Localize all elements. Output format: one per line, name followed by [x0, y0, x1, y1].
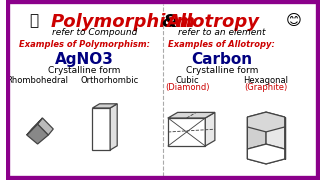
Polygon shape: [168, 112, 215, 118]
Text: (Diamond): (Diamond): [165, 83, 210, 92]
Polygon shape: [168, 118, 205, 146]
Polygon shape: [247, 127, 266, 164]
Text: Examples of Polymorphism:: Examples of Polymorphism:: [19, 40, 150, 49]
Text: Carbon: Carbon: [191, 52, 252, 67]
Polygon shape: [247, 112, 285, 132]
Text: Crystalline form: Crystalline form: [48, 66, 121, 75]
Text: (Graphite): (Graphite): [244, 83, 288, 92]
Polygon shape: [27, 124, 48, 144]
Polygon shape: [247, 112, 266, 149]
Polygon shape: [266, 112, 285, 149]
Polygon shape: [92, 104, 117, 108]
Text: AgNO3: AgNO3: [55, 52, 114, 67]
Polygon shape: [266, 127, 285, 164]
Text: Cubic: Cubic: [176, 76, 199, 85]
Polygon shape: [27, 118, 43, 135]
Polygon shape: [110, 104, 117, 150]
Text: refer to Compound: refer to Compound: [52, 28, 137, 37]
Polygon shape: [247, 144, 285, 164]
Polygon shape: [37, 118, 53, 135]
Text: Hexagonal: Hexagonal: [244, 76, 289, 85]
Text: 😊: 😊: [285, 13, 301, 28]
Text: Crystalline form: Crystalline form: [186, 66, 258, 75]
Text: Rhombohedral: Rhombohedral: [7, 76, 68, 85]
Polygon shape: [205, 112, 215, 146]
Text: Polymorphism: Polymorphism: [50, 13, 195, 31]
Text: Examples of Allotropy:: Examples of Allotropy:: [169, 40, 276, 49]
Text: Orthorhombic: Orthorhombic: [80, 76, 138, 85]
Polygon shape: [92, 108, 110, 150]
Text: 💖: 💖: [29, 13, 38, 28]
Text: &: &: [156, 13, 185, 31]
Text: Allotropy: Allotropy: [166, 13, 259, 31]
Text: refer to an element: refer to an element: [178, 28, 266, 37]
